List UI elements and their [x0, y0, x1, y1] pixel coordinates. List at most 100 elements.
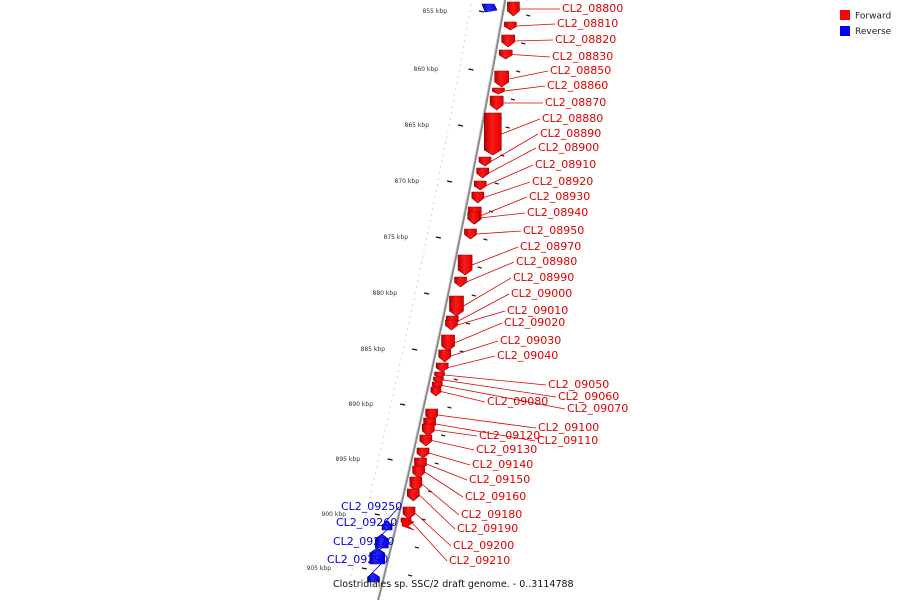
gene-arrow-cl2-09200[interactable]: [402, 506, 416, 520]
guide-dot: [352, 568, 354, 570]
gene-label-cl2-08940[interactable]: CL2_08940: [527, 206, 588, 219]
gene-leader-line: [466, 261, 515, 283]
gene-label-cl2-08800[interactable]: CL2_08800: [562, 2, 623, 15]
gene-label-cl2-09150[interactable]: CL2_09150: [469, 473, 530, 486]
gene-label-cl2-09050[interactable]: CL2_09050: [548, 378, 609, 391]
scale-tick-mark: [399, 403, 406, 406]
scale-tick-mark: [424, 292, 430, 295]
guide-dot: [369, 496, 371, 498]
gene-leader-line: [476, 230, 522, 235]
gene-label-cl2-09110[interactable]: CL2_09110: [537, 434, 598, 447]
gene-label-cl2-09030[interactable]: CL2_09030: [500, 334, 561, 347]
gene-leader-line: [440, 391, 486, 403]
guide-dot: [465, 34, 467, 36]
gene-arrow-cl2-09020[interactable]: [441, 334, 455, 352]
genome-backbone-highlight: [376, 0, 505, 600]
gene-label-cl2-09060[interactable]: CL2_09060: [558, 390, 619, 403]
gene-label-cl2-09200[interactable]: CL2_09200: [453, 539, 514, 552]
gene-arrow-cl2-08890[interactable]: [478, 156, 492, 167]
gene-label-cl2-09130[interactable]: CL2_09130: [476, 443, 537, 456]
gene-label-cl2-09100[interactable]: CL2_09100: [538, 421, 599, 434]
gene-arrow-cl2-09160[interactable]: [412, 465, 425, 479]
gene-arrow-cl2-08990[interactable]: [449, 295, 464, 317]
guide-dot: [429, 220, 431, 222]
gene-label-cl2-09270[interactable]: CL2_09270: [333, 535, 394, 548]
guide-dot: [372, 484, 374, 486]
gene-arrow-cl2-08940[interactable]: [467, 211, 481, 225]
gene-label-cl2-08900[interactable]: CL2_08900: [538, 141, 599, 154]
guide-dot: [457, 76, 459, 78]
gene-label-cl2-08880[interactable]: CL2_08880: [542, 112, 603, 125]
gene-arrow-cl2-08880[interactable]: [483, 112, 502, 156]
gene-label-cl2-09040[interactable]: CL2_09040: [497, 349, 558, 362]
feature-tick-mark: [510, 98, 516, 101]
gene-arrow-cl2-08820[interactable]: [501, 34, 515, 48]
guide-dot: [387, 418, 389, 420]
gene-label-cl2-08870[interactable]: CL2_08870: [545, 96, 606, 109]
gene-arrow-cl2-09140[interactable]: [416, 447, 430, 459]
feature-tick-mark: [440, 434, 446, 437]
gene-arrow-cl2-08900[interactable]: [476, 167, 489, 179]
gene-label-cl2-09020[interactable]: CL2_09020: [504, 316, 565, 329]
gene-label-cl2-09250[interactable]: CL2_09250: [341, 500, 402, 513]
gene-arrow-cl2-08850[interactable]: [494, 70, 509, 88]
gene-label-cl2-08930[interactable]: CL2_08930: [529, 190, 590, 203]
gene-arrow-cl2-09270[interactable]: [369, 547, 386, 565]
gene-label-cl2-09290[interactable]: CL2_09290: [327, 553, 388, 566]
gene-leader-line: [488, 147, 537, 174]
gene-label-cl2-09210[interactable]: CL2_09210: [449, 554, 510, 567]
gene-arrow-cl2-08920[interactable]: [471, 191, 485, 204]
gene-label-cl2-08950[interactable]: CL2_08950: [523, 224, 584, 237]
gene-arrow-cl2-09030[interactable]: [438, 349, 452, 363]
gene-label-cl2-08830[interactable]: CL2_08830: [552, 50, 613, 63]
gene-label-cl2-09080[interactable]: CL2_09080: [487, 395, 548, 408]
gene-label-cl2-08820[interactable]: CL2_08820: [555, 33, 616, 46]
gene-arrow-cl2-08950[interactable]: [464, 228, 477, 240]
gene-arrow-cl2-09190[interactable]: [406, 488, 420, 502]
gene-arrow-cl2-09120[interactable]: [421, 423, 435, 437]
gene-label-cl2-08890[interactable]: CL2_08890: [540, 127, 601, 140]
gene-label-cl2-08920[interactable]: CL2_08920: [532, 175, 593, 188]
gene-label-cl2-09260[interactable]: CL2_09260: [336, 516, 397, 529]
guide-dot: [440, 166, 442, 168]
gene-arrow-cl2-09050[interactable]: [434, 371, 445, 379]
guide-dot: [349, 580, 351, 582]
gene-label-cl2-09160[interactable]: CL2_09160: [465, 490, 526, 503]
gene-arrow-cl2-09010[interactable]: [445, 319, 458, 331]
gene-arrow-cl2-08800[interactable]: [507, 1, 520, 17]
gene-arrow-cl2-08970[interactable]: [457, 254, 473, 276]
gene-label-cl2-08850[interactable]: CL2_08850: [550, 64, 611, 77]
guide-dot: [464, 40, 466, 42]
guide-dot: [391, 400, 393, 402]
gene-arrow-cl2-09130[interactable]: [419, 434, 433, 447]
gene-label-cl2-09180[interactable]: CL2_09180: [461, 508, 522, 521]
gene-arrow-cl2-08830[interactable]: [498, 49, 513, 60]
gene-label-cl2-08810[interactable]: CL2_08810: [557, 17, 618, 30]
gene-label-cl2-08980[interactable]: CL2_08980: [516, 255, 577, 268]
guide-dot: [453, 100, 455, 102]
gene-arrow-cl2-09180[interactable]: [409, 476, 423, 492]
guide-dot: [359, 538, 361, 540]
gene-arrow-cl2-09060[interactable]: [433, 376, 444, 384]
guide-dot: [393, 388, 395, 390]
gene-label-cl2-09010[interactable]: CL2_09010: [507, 304, 568, 317]
gene-label-cl2-08970[interactable]: CL2_08970: [520, 240, 581, 253]
guide-dot: [442, 154, 444, 156]
gene-arrow-cl2-08860[interactable]: [492, 87, 505, 95]
gene-label-cl2-08910[interactable]: CL2_08910: [535, 158, 596, 171]
gene-label-cl2-08860[interactable]: CL2_08860: [547, 79, 608, 92]
gene-label-cl2-09190[interactable]: CL2_09190: [457, 522, 518, 535]
gene-arrow-cl2-08870[interactable]: [489, 95, 504, 111]
gene-label-cl2-09120[interactable]: CL2_09120: [479, 429, 540, 442]
gene-label-cl2-09140[interactable]: CL2_09140: [472, 458, 533, 471]
gene-label-cl2-09070[interactable]: CL2_09070: [567, 402, 628, 415]
gene-label-cl2-09000[interactable]: CL2_09000: [511, 287, 572, 300]
gene-arrow-cl2-09040[interactable]: [435, 362, 449, 373]
gene-arrow-cl2-08980[interactable]: [454, 276, 467, 288]
gene-arrow-cl2-08910[interactable]: [473, 180, 487, 191]
gene-label-cl2-08990[interactable]: CL2_08990: [513, 271, 574, 284]
gene-arrow-cl2-08810[interactable]: [504, 21, 517, 31]
gene-arrow-cl2-09080[interactable]: [430, 386, 442, 397]
feature-tick-mark: [453, 378, 458, 381]
guide-dot: [431, 208, 434, 210]
